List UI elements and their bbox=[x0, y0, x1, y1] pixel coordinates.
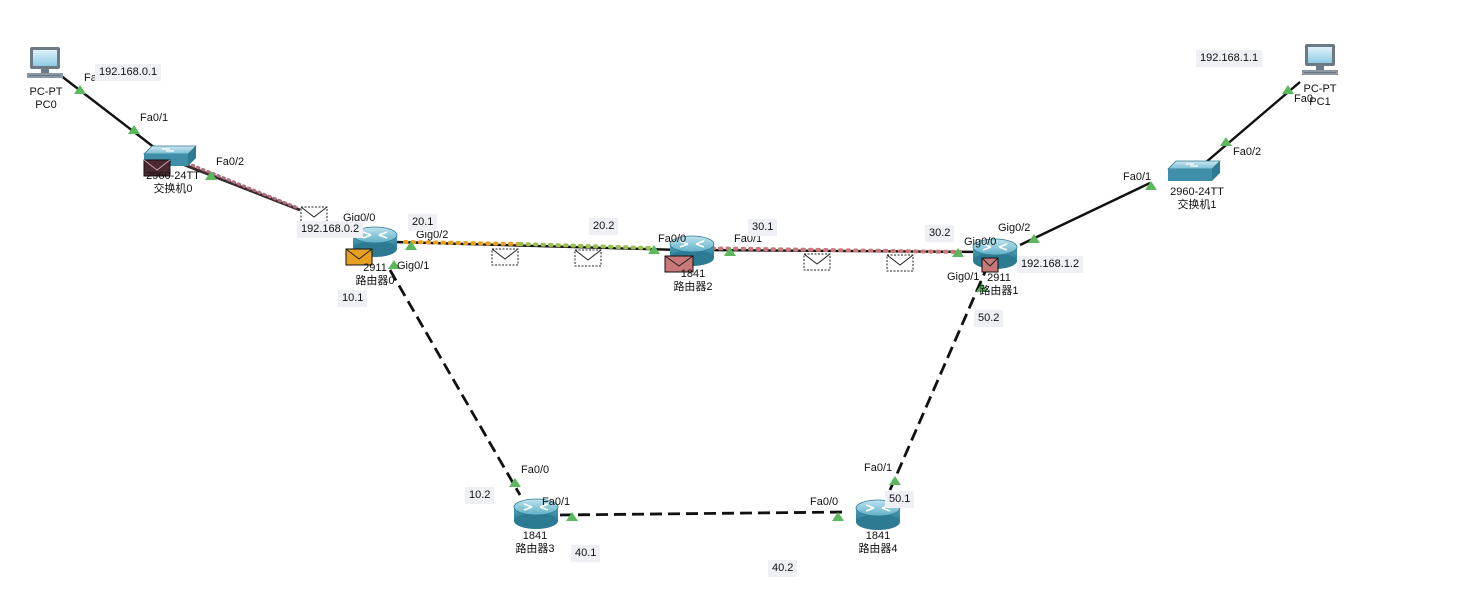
port-label: Fa0/2 bbox=[216, 156, 245, 168]
port-label: Gig0/2 bbox=[998, 222, 1031, 234]
ip-label: 50.2 bbox=[974, 310, 1004, 327]
port-label: Fa0/0 bbox=[521, 464, 550, 476]
ip-label: 10.2 bbox=[465, 487, 495, 504]
ip-label: 30.1 bbox=[748, 219, 778, 236]
router1-name: 路由器1 bbox=[979, 285, 1019, 297]
envelope-icon[interactable] bbox=[664, 255, 694, 273]
switch1-name: 交换机1 bbox=[1177, 199, 1217, 211]
port-label: Fa0/0 bbox=[810, 496, 839, 508]
pc1-label: PC-PT PC1 bbox=[1300, 83, 1340, 109]
router2-label: 1841 路由器2 bbox=[668, 268, 718, 294]
ip-label: 30.2 bbox=[925, 225, 955, 242]
link-router0-router3[interactable] bbox=[388, 269, 522, 496]
pc0-model: PC-PT bbox=[29, 86, 63, 98]
router0-model: 2911 bbox=[363, 262, 387, 274]
switch1-label: 2960-24TT 交换机1 bbox=[1164, 186, 1230, 212]
pc0-label: PC-PT PC0 bbox=[26, 86, 66, 112]
router2-name: 路由器2 bbox=[673, 281, 713, 293]
router3-name: 路由器3 bbox=[515, 543, 555, 555]
port-label: Fa0/1 bbox=[734, 233, 763, 245]
link-switch1-pc1[interactable] bbox=[1204, 81, 1301, 164]
envelope-icon[interactable] bbox=[345, 248, 373, 266]
pc-icon[interactable] bbox=[1301, 43, 1339, 76]
link-router2-router1[interactable] bbox=[699, 248, 991, 254]
port-label: Fa0 bbox=[1294, 93, 1313, 105]
port-label: Fa0/1 bbox=[1123, 171, 1152, 183]
port-label: Gig0/1 bbox=[397, 260, 430, 272]
port-label: Gig0/2 bbox=[416, 229, 449, 241]
ip-label: 20.2 bbox=[589, 218, 619, 235]
envelope-icon[interactable] bbox=[143, 159, 171, 177]
router1-model: 2911 bbox=[987, 272, 1011, 284]
ip-label: 40.1 bbox=[571, 545, 601, 562]
pc0-name: PC0 bbox=[35, 99, 57, 111]
switch0-name: 交换机0 bbox=[153, 183, 193, 195]
link-router4-router1[interactable] bbox=[888, 271, 987, 491]
router0-label: 2911 路由器0 bbox=[350, 262, 400, 288]
router0-name: 路由器0 bbox=[355, 275, 395, 287]
pc-icon[interactable] bbox=[26, 46, 64, 79]
envelope-icon[interactable] bbox=[981, 257, 999, 273]
ip-label: 192.168.1.2 bbox=[1017, 256, 1084, 273]
pc1-name: PC1 bbox=[1309, 96, 1331, 108]
ip-label: 20.1 bbox=[408, 214, 438, 231]
ip-label: 10.1 bbox=[338, 290, 368, 307]
port-label: Gig0/1 bbox=[947, 271, 980, 283]
pc1-model: PC-PT bbox=[1303, 83, 1337, 95]
router3-label: 1841 路由器3 bbox=[510, 530, 560, 556]
envelope-icon[interactable] bbox=[886, 254, 914, 272]
ip-label: 50.1 bbox=[885, 491, 915, 508]
switch1-model: 2960-24TT bbox=[1170, 186, 1224, 198]
port-label: Fa0/1 bbox=[140, 112, 169, 124]
port-label: Fa0/1 bbox=[864, 462, 893, 474]
ip-label: 40.2 bbox=[768, 560, 798, 577]
switch0-model: 2960-24TT bbox=[146, 170, 200, 182]
port-label: Fa0/0 bbox=[658, 233, 687, 245]
ip-label: 192.168.0.1 bbox=[95, 64, 162, 81]
port-label: Fa0/2 bbox=[1233, 146, 1262, 158]
router4-label: 1841 路由器4 bbox=[853, 530, 903, 556]
port-label: Gig0/0 bbox=[964, 236, 997, 248]
ip-label: 192.168.1.1 bbox=[1196, 50, 1263, 67]
link-router3-router4[interactable] bbox=[559, 510, 849, 517]
port-label: Fa0/1 bbox=[542, 496, 571, 508]
envelope-icon[interactable] bbox=[574, 249, 602, 267]
switch0-label: 2960-24TT 交换机0 bbox=[140, 170, 206, 196]
pdu-trails bbox=[170, 155, 962, 254]
links bbox=[59, 74, 1301, 517]
router3-model: 1841 bbox=[522, 530, 548, 542]
network-switch-icon[interactable] bbox=[1167, 160, 1221, 182]
envelope-icon[interactable] bbox=[803, 253, 831, 271]
ip-label: 192.168.0.2 bbox=[297, 221, 364, 238]
port-status-triangles bbox=[74, 85, 1294, 521]
link-router1-switch1[interactable] bbox=[1019, 181, 1151, 247]
router2-model: 1841 bbox=[680, 268, 706, 280]
router4-model: 1841 bbox=[865, 530, 891, 542]
router4-name: 路由器4 bbox=[858, 543, 898, 555]
envelope-icon[interactable] bbox=[491, 248, 519, 266]
router1-label: 2911 路由器1 bbox=[974, 272, 1024, 298]
